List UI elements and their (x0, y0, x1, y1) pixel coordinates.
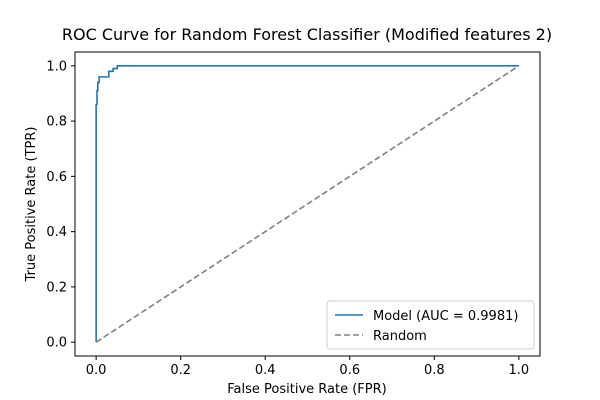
x-axis-title: False Positive Rate (FPR) (227, 382, 386, 397)
x-tick-label: 1.0 (509, 363, 530, 378)
series-line-model (95, 65, 519, 343)
y-tick-label: 0.8 (46, 115, 67, 130)
x-axis-ticks: 0.0 0.2 0.4 0.6 0.8 1.0 (86, 356, 529, 378)
y-tick-label: 1.0 (46, 59, 67, 74)
legend-label-model: Model (AUC = 0.9981) (373, 309, 518, 324)
x-tick-label: 0.6 (339, 363, 360, 378)
chart-title: ROC Curve for Random Forest Classifier (… (62, 25, 552, 44)
y-axis-ticks: 0.0 0.2 0.4 0.6 0.8 1.0 (46, 59, 75, 351)
x-tick-label: 0.8 (424, 363, 445, 378)
y-tick-label: 0.4 (46, 225, 67, 240)
legend: Model (AUC = 0.9981) Random (326, 300, 535, 350)
plot-area (74, 51, 541, 357)
x-tick-label: 0.0 (86, 363, 107, 378)
axes-frame (74, 51, 541, 357)
series-line-random (95, 65, 520, 343)
x-tick-label: 0.2 (170, 363, 191, 378)
y-tick-label: 0.6 (46, 170, 67, 185)
legend-frame (326, 300, 535, 350)
y-tick-label: 0.0 (46, 336, 67, 351)
series-layer (95, 65, 520, 343)
x-tick-label: 0.4 (255, 363, 276, 378)
legend-label-random: Random (373, 329, 427, 344)
y-tick-label: 0.2 (46, 280, 67, 295)
y-axis-title: True Positive Rate (TPR) (24, 127, 39, 283)
